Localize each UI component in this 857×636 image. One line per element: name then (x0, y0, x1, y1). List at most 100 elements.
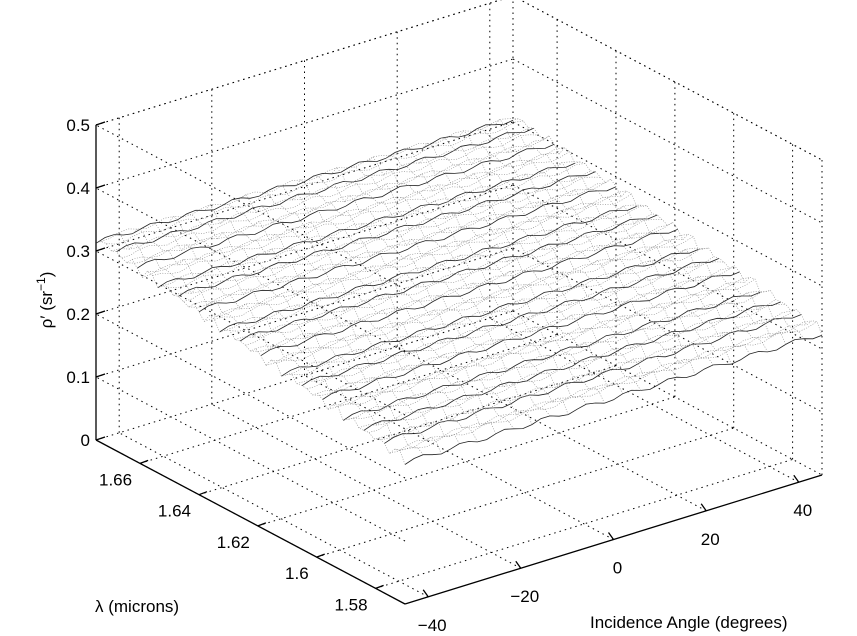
surface-line-wavelength (296, 256, 714, 384)
grid-line-z-right (512, 58, 823, 224)
surface-line-wavelength (363, 301, 781, 431)
surface-line-wavelength (301, 258, 720, 387)
surface-line-wavelength (374, 310, 792, 440)
z-axis-label-main: ρ′ (sr (37, 291, 56, 329)
x-tick-mark (793, 474, 800, 483)
y-tick-mark (198, 491, 208, 496)
grid-line-z-right (519, 0, 823, 161)
grid-line-floor-wavelength (198, 365, 617, 496)
surface-line-wavelength (173, 170, 591, 296)
surface-line-wavelength (152, 151, 570, 276)
grid-lines (95, 0, 823, 605)
z-tick-label: 0.2 (66, 305, 90, 324)
x-tick-mark (607, 532, 615, 540)
surface-line-angle (186, 213, 496, 434)
y-tick-mark (139, 459, 149, 465)
surface-line-angle (422, 142, 732, 365)
surface-line-wavelength (198, 186, 617, 313)
surface-line-wavelength (404, 334, 823, 465)
surface-line-angle (367, 156, 678, 378)
surface-line-angle (295, 179, 605, 404)
surface-line-angle (222, 203, 533, 425)
surface-line-angle (458, 130, 768, 353)
grid-line-floor-wavelength (316, 427, 734, 558)
surface-line-wavelength (286, 247, 704, 376)
grid-line-floor-angle (118, 432, 429, 598)
surface-line-wavelength (250, 225, 668, 352)
grid-line-z-left (95, 250, 406, 416)
y-tick-mark (316, 553, 325, 558)
surface-line-angle (385, 155, 696, 376)
surface-line-wavelength (162, 161, 581, 287)
grid-line-z-left (95, 124, 406, 290)
x-tick-mark (422, 589, 429, 598)
surface-line-wavelength (204, 196, 622, 322)
y-tick-mark (257, 522, 267, 527)
grid-line-z-right (512, 310, 823, 476)
surface-line-wavelength (132, 135, 550, 260)
surface-line-wavelength (342, 291, 761, 421)
surface-line-wavelength (271, 233, 689, 361)
z-tick-label: 0.4 (66, 179, 90, 198)
surface-line-angle (95, 241, 406, 465)
surface-line-wavelength (142, 153, 560, 278)
surface-line-wavelength (337, 278, 756, 408)
surface-line-wavelength (209, 190, 627, 317)
surface-line-angle (476, 128, 786, 345)
grid-line-floor-wavelength (257, 396, 676, 527)
surface-line-wavelength (260, 228, 678, 357)
box-edge-top-back (95, 0, 502, 126)
y-axis-label: λ (microns) (95, 597, 179, 616)
z-tick-mark (95, 436, 106, 441)
surface-line-angle (150, 223, 460, 444)
grid-line-floor-angle (211, 403, 522, 569)
surface-line-angle (440, 137, 750, 355)
surface-line-wavelength (389, 324, 807, 454)
surface-line-angle (494, 118, 805, 339)
x-tick-label: −20 (510, 587, 539, 606)
grid-line-floor-wavelength (375, 458, 793, 589)
surface-line-angle (349, 166, 660, 385)
surface-line-angle (512, 118, 823, 336)
surface-line-wavelength (116, 127, 534, 253)
z-axis-label-sup: −1 (34, 277, 48, 291)
surface-line-wavelength (399, 321, 818, 452)
z-tick-mark (95, 184, 106, 189)
grid-line-floor-angle (489, 317, 800, 483)
surface-line-angle (277, 185, 587, 405)
surface-line-wavelength (126, 139, 544, 264)
surface-line-wavelength (368, 303, 786, 433)
surface-line-wavelength (178, 171, 596, 297)
box-edge-top-right (519, 0, 823, 161)
z-tick-label: 0.1 (66, 368, 90, 387)
surface-line-angle (113, 232, 424, 455)
surface-line-wavelength (384, 314, 802, 444)
grid-line-floor-angle (304, 375, 614, 540)
grid-line-z-left (95, 376, 406, 542)
x-tick-label: 40 (793, 501, 812, 520)
surface-line-wavelength (327, 281, 745, 410)
surface-line-wavelength (157, 162, 575, 289)
surface-line-wavelength (348, 291, 766, 420)
surface-line-wavelength (291, 247, 709, 376)
z-tick-mark (95, 121, 106, 126)
surface-line-wavelength (265, 239, 683, 366)
surface-line-angle (313, 175, 623, 394)
x-axis-label: Incidence Angle (degrees) (590, 613, 788, 632)
grid-line-z-back (95, 247, 514, 378)
surface-line-wavelength (255, 222, 673, 349)
grid-line-z-back (95, 310, 514, 441)
z-tick-label: 0 (81, 431, 90, 450)
grid-line-z-back (95, 0, 502, 126)
surface-line-wavelength (188, 182, 606, 308)
surface-line-wavelength (379, 309, 797, 439)
x-tick-mark (700, 503, 707, 512)
surface-line-wavelength (358, 299, 776, 429)
surface-line-angle (404, 147, 714, 366)
y-tick-label: 1.64 (158, 502, 191, 521)
surface-line-wavelength (307, 261, 725, 390)
y-tick-mark (375, 584, 384, 590)
grid-line-z-back (95, 58, 514, 189)
surface-line-wavelength (111, 127, 529, 252)
surface-line-angle (132, 228, 442, 455)
